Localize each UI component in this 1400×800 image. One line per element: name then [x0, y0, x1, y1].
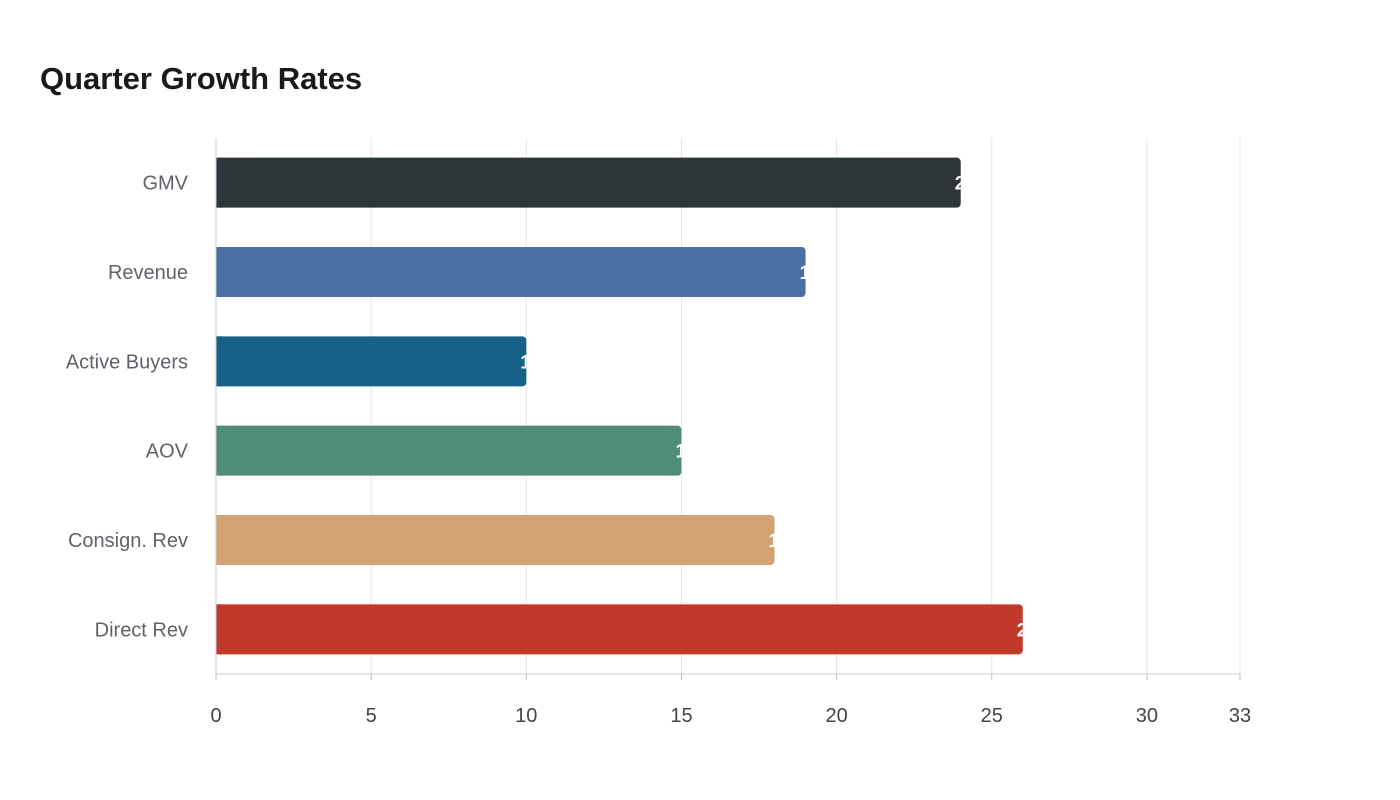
x-tick-label: 0 — [210, 705, 221, 727]
bar-base — [216, 425, 222, 476]
bar — [216, 514, 775, 566]
category-label: GMV — [142, 173, 188, 195]
category-label: Revenue — [108, 262, 188, 284]
bar-base — [216, 604, 222, 655]
bar-value-label: 26 — [1017, 620, 1038, 641]
grid-lines — [215, 138, 1241, 674]
x-tick-label: 33 — [1229, 705, 1251, 727]
bar-base — [216, 157, 222, 208]
category-label: AOV — [146, 441, 189, 463]
bar-base — [216, 336, 222, 387]
x-tick-label: 30 — [1136, 705, 1158, 727]
bar-value-label: 18 — [769, 531, 790, 552]
category-label: Direct Rev — [95, 619, 188, 641]
bar-base — [216, 246, 222, 298]
bar — [216, 425, 682, 476]
chart-title: Quarter Growth Rates — [40, 61, 363, 96]
category-label: Active Buyers — [66, 351, 188, 373]
bar — [216, 246, 806, 298]
x-tick-label: 20 — [825, 705, 847, 727]
x-tick-label: 25 — [981, 705, 1003, 727]
bar — [216, 157, 961, 208]
x-tick-label: 10 — [515, 705, 537, 727]
bar — [216, 336, 527, 387]
bar-value-label: 10 — [520, 352, 541, 373]
x-tick-label: 15 — [670, 705, 692, 727]
bars: 24 19 10 15 18 26 — [216, 157, 1038, 655]
x-axis: 0 5 10 15 20 25 30 33 — [210, 138, 1251, 727]
bar-value-label: 15 — [675, 442, 697, 463]
bar-value-label: 19 — [800, 263, 821, 284]
bar-value-label: 24 — [955, 174, 977, 195]
category-labels: GMV Revenue Active Buyers AOV Consign. Rev Di… — [66, 173, 189, 642]
bar-base — [216, 514, 222, 566]
x-tick-label: 5 — [366, 705, 377, 727]
category-label: Consign. Rev — [68, 530, 188, 552]
bar — [216, 604, 1023, 655]
